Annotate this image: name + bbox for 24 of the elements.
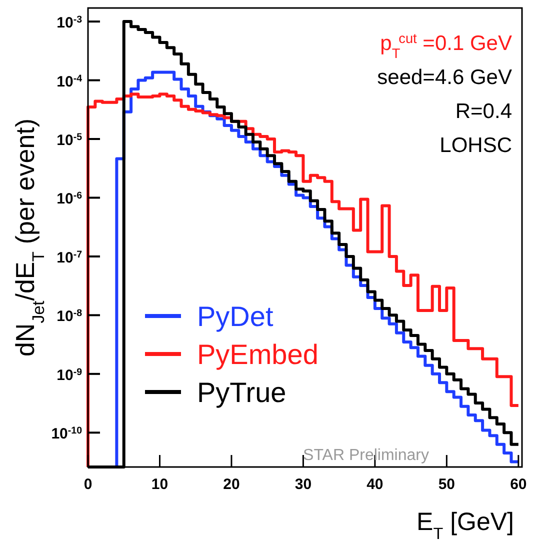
- legend-label: PyTrue: [197, 377, 286, 408]
- annotation: p$_{T}$$^{cut}$ =0.1 GeV: [380, 30, 512, 60]
- annotation: STAR Preliminary: [303, 447, 429, 464]
- y-tick-label: 10$^{-4}$: [56, 72, 83, 90]
- annotation: LOHSC: [440, 134, 512, 157]
- x-tick-label: 30: [294, 476, 312, 493]
- x-tick-label: 10: [151, 476, 168, 493]
- y-tick-label: 10$^{-3}$: [56, 14, 83, 32]
- x-tick-label: 50: [438, 476, 456, 493]
- y-tick-label: 10$^{-7}$: [56, 248, 82, 266]
- y-tick-label: 10$^{-8}$: [56, 308, 83, 326]
- y-tick-label: 10$^{-5}$: [56, 131, 83, 149]
- y-tick-label: 10$^{-10}$: [51, 425, 83, 443]
- x-tick-label: 60: [510, 476, 527, 493]
- legend-label: PyDet: [197, 301, 274, 332]
- x-axis-title: E$_{T}$ [GeV]: [416, 508, 514, 543]
- y-tick-label: 10$^{-9}$: [56, 366, 83, 384]
- legend-label: PyEmbed: [197, 339, 318, 370]
- x-tick-label: 20: [223, 476, 240, 493]
- annotation: seed=4.6 GeV: [377, 66, 512, 89]
- annotation: R=0.4: [455, 100, 512, 123]
- y-tick-label: 10$^{-6}$: [56, 190, 83, 208]
- x-tick-label: 40: [366, 476, 384, 493]
- x-tick-label: 0: [84, 476, 92, 493]
